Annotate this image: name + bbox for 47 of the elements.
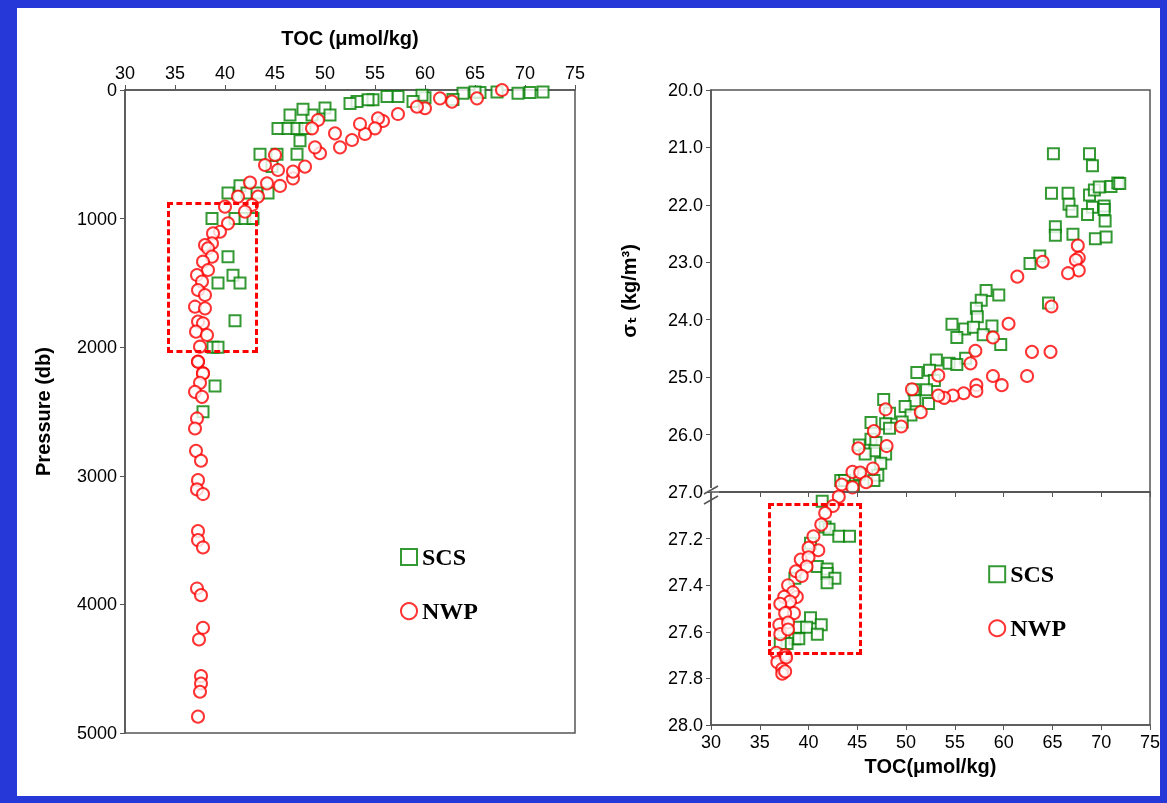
x-tick-label: 50 <box>314 63 336 83</box>
y-tick-label: 23.0 <box>667 252 703 273</box>
y-axis-title: Pressure (db) <box>32 347 54 476</box>
y-tick-label: 20.0 <box>667 80 703 100</box>
y-axis-title: σₜ (kg/m³) <box>618 244 640 338</box>
legend-label: SCS <box>1010 561 1055 588</box>
x-tick-label: 55 <box>944 732 965 752</box>
y-tick-label: 2000 <box>76 337 117 358</box>
legend-label: NWP <box>422 598 478 625</box>
y-tick-label: 27.4 <box>667 575 703 596</box>
x-tick-label: 45 <box>264 63 286 83</box>
legend-label: NWP <box>1010 615 1067 642</box>
y-tick-label: 28.0 <box>667 715 703 735</box>
x-tick-label: 70 <box>514 63 536 83</box>
y-tick-label: 4000 <box>76 594 117 615</box>
x-tick-label: 55 <box>364 63 386 83</box>
y-tick-label: 0 <box>106 80 117 100</box>
x-tick-label: 30 <box>114 63 136 83</box>
x-tick-label: 50 <box>896 732 917 752</box>
y-tick-label: 24.0 <box>667 309 703 330</box>
y-tick-label: 27.0 <box>667 482 703 502</box>
y-tick-label: 21.0 <box>667 137 703 158</box>
x-tick-label: 75 <box>564 63 586 83</box>
y-tick-label: 27.8 <box>667 668 703 689</box>
x-tick-label: 35 <box>749 732 770 752</box>
y-tick-label: 27.2 <box>667 528 703 549</box>
x-tick-label: 65 <box>464 63 486 83</box>
x-axis-title: TOC(μmol/kg) <box>864 754 997 777</box>
y-tick-label: 5000 <box>76 723 117 743</box>
y-tick-label: 1000 <box>76 208 117 229</box>
y-tick-label: 22.0 <box>667 194 703 215</box>
x-tick-label: 35 <box>164 63 186 83</box>
y-tick-label: 3000 <box>76 465 117 486</box>
legend-label: SCS <box>422 544 467 571</box>
x-tick-label: 60 <box>414 63 436 83</box>
x-axis-title: TOC (μmol/kg) <box>281 27 419 49</box>
x-tick-label: 60 <box>993 732 1014 752</box>
y-tick-label: 27.6 <box>667 621 703 642</box>
y-tick-label: 25.0 <box>667 367 703 388</box>
x-tick-label: 40 <box>214 63 236 83</box>
x-tick-label: 65 <box>1042 732 1063 752</box>
x-tick-label: 70 <box>1091 732 1112 752</box>
x-tick-label: 40 <box>798 732 819 752</box>
x-tick-label: 75 <box>1139 732 1161 752</box>
x-tick-label: 30 <box>700 732 722 752</box>
x-tick-label: 45 <box>847 732 868 752</box>
y-tick-label: 26.0 <box>667 424 703 445</box>
